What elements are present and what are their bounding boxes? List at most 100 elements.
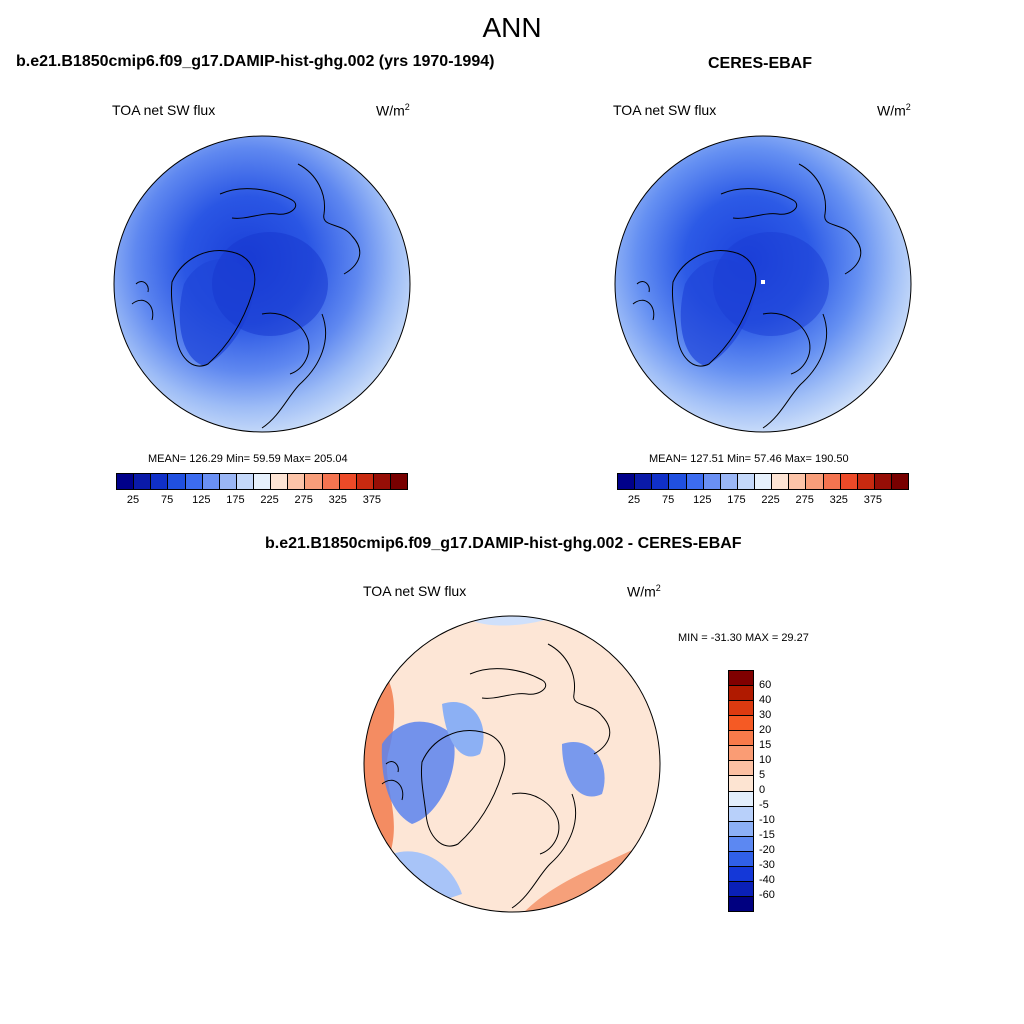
colorbar-tick-label: 275 <box>294 494 313 506</box>
colorbar-tick-label: 325 <box>328 494 347 506</box>
colorbar-swatch <box>355 474 373 489</box>
colorbar-swatch <box>729 775 753 791</box>
diff-panel-title: b.e21.B1850cmip6.f09_g17.DAMIP-hist-ghg.… <box>265 535 742 552</box>
colorbar-swatch <box>856 474 874 489</box>
model-units-label: W/m2 <box>376 102 410 119</box>
colorbar-swatch <box>788 474 806 489</box>
colorbar-tick-label: -10 <box>759 814 775 826</box>
colorbar-swatch <box>729 760 753 776</box>
colorbar-swatch <box>729 715 753 731</box>
diff-variable-label: TOA net SW flux <box>363 583 467 599</box>
colorbar-swatch <box>729 685 753 701</box>
colorbar-swatch <box>729 730 753 746</box>
colorbar-tick-label: 75 <box>161 494 174 506</box>
colorbar-swatch <box>891 474 909 489</box>
colorbar-swatch <box>729 835 753 851</box>
colorbar-tick-label: 10 <box>759 754 772 766</box>
obs-coastlines <box>632 163 862 429</box>
colorbar-swatch <box>873 474 891 489</box>
model-colorbar-labels: 25 75 125 175 225 275 325 375 <box>116 494 406 508</box>
colorbar-tick-label: 375 <box>362 494 382 506</box>
colorbar-swatch <box>634 474 652 489</box>
colorbar-swatch <box>651 474 669 489</box>
colorbar-swatch <box>729 745 753 761</box>
colorbar-swatch <box>719 474 737 489</box>
colorbar-swatch <box>729 850 753 866</box>
colorbar-swatch <box>805 474 823 489</box>
colorbar-tick-label: 15 <box>759 739 772 751</box>
model-coastlines <box>131 163 361 429</box>
colorbar-swatch <box>729 820 753 836</box>
diff-units-label: W/m2 <box>627 583 661 600</box>
diff-polar-map <box>363 615 661 913</box>
colorbar-swatch <box>685 474 703 489</box>
colorbar-swatch <box>702 474 720 489</box>
colorbar-tick-label: 60 <box>759 679 772 691</box>
colorbar-swatch <box>372 474 390 489</box>
colorbar-tick-label: 75 <box>662 494 675 506</box>
colorbar-tick-label: 20 <box>759 724 772 736</box>
model-colorbar <box>116 473 408 490</box>
colorbar-swatch <box>729 865 753 881</box>
colorbar-swatch <box>270 474 288 489</box>
colorbar-tick-label: 5 <box>759 769 766 781</box>
obs-panel-title: CERES-EBAF <box>708 55 813 72</box>
colorbar-swatch <box>321 474 339 489</box>
colorbar-swatch <box>235 474 253 489</box>
model-polar-map <box>113 135 411 433</box>
colorbar-tick-label: 25 <box>126 494 140 506</box>
colorbar-swatch <box>253 474 271 489</box>
colorbar-swatch <box>304 474 322 489</box>
diff-cool-region-baffin <box>381 721 455 824</box>
colorbar-swatch <box>729 895 753 911</box>
diff-colorbar-labels: 60 40 30 20 15 10 5 0 -5 -10 -15 -20 -30 -40 -60 <box>759 670 799 910</box>
obs-units-label: W/m2 <box>877 102 911 119</box>
colorbar-swatch <box>668 474 686 489</box>
obs-stats: MEAN= 127.51 Min= 57.46 Max= 190.50 <box>649 453 849 465</box>
colorbar-swatch <box>287 474 305 489</box>
colorbar-tick-label: 225 <box>761 494 780 506</box>
model-stats: MEAN= 126.29 Min= 59.59 Max= 205.04 <box>148 453 348 465</box>
colorbar-tick-label: 25 <box>627 494 641 506</box>
colorbar-tick-label: -60 <box>759 889 775 901</box>
diff-coastlines <box>381 643 611 909</box>
colorbar-tick-label: -30 <box>759 859 775 871</box>
obs-colorbar-labels: 25 75 125 175 225 275 325 375 <box>617 494 907 508</box>
colorbar-tick-label: -20 <box>759 844 775 856</box>
colorbar-swatch <box>150 474 168 489</box>
colorbar-swatch <box>771 474 789 489</box>
colorbar-swatch <box>117 474 134 489</box>
diff-cool-region-arctic <box>442 702 484 757</box>
diff-stats: MIN = -31.30 MAX = 29.27 <box>678 632 809 644</box>
model-pole-region <box>212 232 328 336</box>
colorbar-tick-label: 125 <box>192 494 211 506</box>
colorbar-tick-label: -5 <box>759 799 769 811</box>
diff-cool-region-siberia <box>562 742 605 797</box>
colorbar-swatch <box>736 474 754 489</box>
colorbar-swatch <box>338 474 356 489</box>
colorbar-swatch <box>822 474 840 489</box>
colorbar-swatch <box>133 474 151 489</box>
colorbar-swatch <box>839 474 857 489</box>
diff-colorbar <box>728 670 754 912</box>
colorbar-swatch <box>729 880 753 896</box>
colorbar-swatch <box>754 474 772 489</box>
obs-missing-pole-cell <box>761 280 765 284</box>
colorbar-tick-label: 40 <box>759 694 772 706</box>
colorbar-swatch <box>201 474 219 489</box>
colorbar-swatch <box>184 474 202 489</box>
colorbar-tick-label: 175 <box>727 494 746 506</box>
colorbar-swatch <box>729 700 753 716</box>
colorbar-tick-label: 225 <box>260 494 279 506</box>
colorbar-swatch <box>167 474 185 489</box>
colorbar-tick-label: 275 <box>795 494 814 506</box>
model-panel-title: b.e21.B1850cmip6.f09_g17.DAMIP-hist-ghg.… <box>16 53 495 70</box>
colorbar-swatch <box>390 474 408 489</box>
colorbar-swatch <box>729 790 753 806</box>
colorbar-swatch <box>618 474 635 489</box>
colorbar-tick-label: 125 <box>693 494 712 506</box>
colorbar-swatch <box>729 671 753 686</box>
obs-polar-map <box>614 135 912 433</box>
model-variable-label: TOA net SW flux <box>112 102 216 118</box>
figure-title: ANN <box>482 12 542 43</box>
